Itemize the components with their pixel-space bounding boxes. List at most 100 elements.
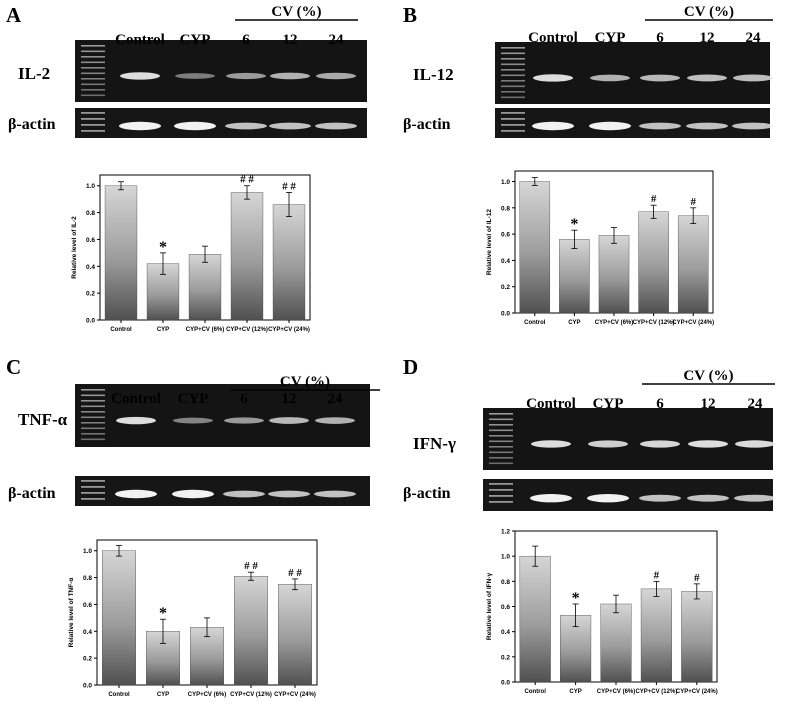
- ladder-band: [501, 74, 525, 77]
- target-band: [226, 72, 266, 80]
- significance-mark: # #: [240, 174, 254, 186]
- ladder-band: [501, 47, 525, 49]
- ladder-band: [81, 45, 105, 47]
- x-tick-label: Control: [525, 689, 547, 695]
- lane-label: 24: [329, 32, 345, 48]
- ref-gene-label: β-actin: [8, 485, 56, 502]
- target-band: [640, 440, 680, 448]
- y-tick-label: 0.4: [501, 629, 510, 636]
- y-tick-label: 0.4: [83, 629, 92, 636]
- actin-band: [269, 122, 311, 130]
- target-band: [270, 72, 310, 80]
- ladder-band: [81, 427, 105, 430]
- panel-b: Control CYP 6 12 24 CV (%) IL-12 β-actin B 0.0 0.2…: [395, 0, 790, 351]
- significance-mark: *: [570, 216, 578, 233]
- target-band: [224, 417, 264, 424]
- significance-mark: *: [572, 590, 580, 607]
- bar: [559, 239, 590, 314]
- ladder-band: [81, 422, 105, 424]
- target-band: [175, 73, 215, 79]
- panel-a-svg: Control CYP 6 12 24 CV (%) IL-2 β-actin A 0.0 0.2 0…: [6, 3, 367, 333]
- actin-band: [115, 489, 157, 499]
- target-band: [316, 72, 356, 80]
- lane-label: CYP: [178, 391, 209, 407]
- ladder-band: [81, 67, 105, 69]
- actin-band: [639, 122, 681, 130]
- ladder-band: [81, 118, 105, 120]
- bar: [234, 576, 268, 686]
- ladder-band: [81, 389, 105, 391]
- ref-gene-label: β-actin: [403, 116, 451, 133]
- lane-label: Control: [115, 32, 165, 48]
- x-tick-label: CYP+CV (24%): [672, 320, 714, 326]
- y-tick-label: 0.8: [86, 210, 95, 217]
- target-band: [733, 74, 773, 82]
- ladder-band: [81, 433, 105, 435]
- y-tick-label: 1.0: [501, 179, 510, 186]
- x-tick-label: CYP: [569, 689, 581, 695]
- x-tick-label: CYP: [157, 327, 169, 333]
- y-tick-label: 0.2: [501, 284, 510, 291]
- lane-label: CYP: [593, 396, 624, 412]
- gene-label: IFN-γ: [413, 434, 456, 453]
- significance-mark: *: [159, 239, 167, 256]
- significance-mark: #: [694, 572, 700, 584]
- bar: [681, 591, 713, 683]
- ladder-band: [501, 63, 525, 66]
- x-tick-label: CYP+CV (24%): [268, 327, 310, 333]
- x-tick-label: CYP+CV (6%): [595, 320, 634, 326]
- lane-label: 12: [701, 396, 716, 412]
- actin-band: [172, 489, 214, 499]
- ladder-band: [489, 418, 513, 421]
- x-tick-label: Control: [108, 692, 130, 698]
- y-tick-label: 1.0: [83, 548, 92, 555]
- x-tick-label: CYP+CV (24%): [676, 689, 718, 695]
- ladder-band: [489, 451, 513, 454]
- significance-mark: #: [651, 193, 657, 205]
- lane-label: CYP: [180, 32, 211, 48]
- actin-gel-image: [75, 108, 367, 138]
- ladder-band: [501, 80, 525, 82]
- ladder-band: [81, 400, 105, 402]
- lane-label: 6: [242, 32, 250, 48]
- actin-band: [314, 490, 356, 498]
- actin-band: [530, 494, 572, 503]
- target-band: [531, 440, 571, 448]
- ladder-band: [81, 492, 105, 494]
- actin-band: [268, 490, 310, 498]
- y-tick-label: 0.6: [86, 237, 95, 244]
- ladder-band: [81, 61, 105, 64]
- lane-label: CYP: [595, 30, 626, 46]
- bar: [272, 204, 306, 321]
- y-tick-label: 0.0: [501, 680, 510, 687]
- bar: [519, 555, 551, 683]
- x-tick-label: CYP+CV (24%): [274, 692, 316, 698]
- ladder-band: [489, 501, 513, 503]
- y-tick-label: 0.4: [86, 264, 95, 271]
- bar: [600, 603, 632, 683]
- ladder-band: [81, 405, 105, 408]
- panel-letter: C: [6, 355, 21, 379]
- bar: [278, 584, 312, 686]
- ladder-band: [501, 118, 525, 120]
- actin-band: [732, 122, 774, 130]
- bar: [638, 211, 669, 314]
- actin-band: [532, 121, 574, 131]
- y-axis-label: Relative level of IL-2: [71, 216, 78, 279]
- actin-band: [119, 121, 161, 131]
- ladder-band: [489, 489, 513, 491]
- target-band: [590, 74, 630, 82]
- target-band: [173, 417, 213, 424]
- ladder-band: [489, 457, 513, 459]
- y-tick-label: 0.8: [83, 575, 92, 582]
- y-tick-label: 1.0: [86, 183, 95, 190]
- ladder-band: [489, 462, 513, 465]
- panel-a: Control CYP 6 12 24 CV (%) IL-2 β-actin A 0.0 0.2 0…: [0, 0, 395, 351]
- lane-label: 24: [328, 391, 344, 407]
- target-band: [735, 440, 775, 448]
- bar: [677, 215, 709, 314]
- lane-label: 12: [700, 30, 715, 46]
- actin-band: [174, 121, 216, 131]
- bar: [519, 181, 551, 314]
- lane-label: Control: [528, 30, 578, 46]
